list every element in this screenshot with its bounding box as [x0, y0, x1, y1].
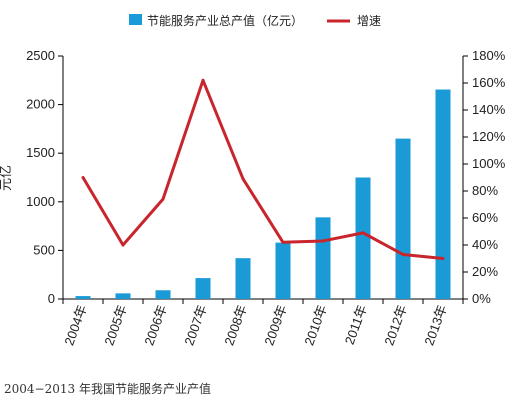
- growth-point: [241, 177, 245, 181]
- growth-line-series: [81, 78, 445, 260]
- category-label: 2004年: [61, 303, 89, 348]
- category-label: 2006年: [141, 303, 169, 348]
- growth-point: [361, 231, 365, 235]
- left-axis-ticks: 0 500 1000 1500 2000 2500: [26, 48, 63, 306]
- bar: [435, 89, 451, 299]
- legend-bar-swatch: [129, 14, 142, 25]
- figure-caption: 2004−2013 年我国节能服务产业产值: [4, 381, 211, 396]
- growth-point: [401, 252, 405, 256]
- bar-series: [75, 89, 451, 299]
- legend-line-label: 增速: [357, 14, 381, 28]
- category-label: 2008年: [221, 303, 249, 348]
- growth-point: [121, 243, 125, 247]
- growth-line: [81, 78, 444, 260]
- right-tick-label: 20%: [472, 264, 498, 279]
- category-label: 2011年: [342, 303, 370, 347]
- category-axis-labels: 2004年 2005年 2006年 2007年 2008年 2009年 2010年 2011年…: [61, 299, 464, 348]
- bar: [355, 177, 371, 299]
- left-tick-label: 500: [33, 242, 55, 257]
- left-tick-label: 2500: [26, 48, 55, 63]
- category-label: 2012年: [381, 303, 409, 348]
- category-label: 2005年: [101, 303, 129, 348]
- right-tick-label: 80%: [472, 183, 498, 198]
- bar: [75, 296, 91, 299]
- category-label: 2007年: [181, 303, 209, 348]
- left-tick-label: 2000: [26, 97, 55, 112]
- right-tick-label: 140%: [472, 102, 506, 117]
- bar: [395, 138, 411, 299]
- left-tick-label: 0: [48, 291, 55, 306]
- growth-point: [441, 257, 445, 260]
- category-label: 2009年: [261, 303, 289, 348]
- right-axis-ticks: 0% 20% 40% 60% 80% 100% 120% 140% 160% 180%: [463, 48, 506, 306]
- right-tick-label: 160%: [472, 75, 506, 90]
- growth-point: [201, 78, 205, 82]
- right-tick-label: 120%: [472, 129, 506, 144]
- category-label: 2013年: [421, 303, 449, 348]
- legend-bar-label: 节能服务产业总产值（亿元）: [147, 13, 303, 28]
- bar: [235, 258, 251, 299]
- bar: [275, 242, 291, 299]
- right-tick-label: 100%: [472, 156, 506, 171]
- bar: [115, 293, 131, 299]
- right-tick-label: 180%: [472, 48, 506, 63]
- bar: [155, 290, 171, 299]
- category-label: 2010年: [301, 303, 329, 348]
- y-axis-label: 元亿: [0, 165, 14, 191]
- legend: 节能服务产业总产值（亿元） 增速: [129, 13, 381, 28]
- right-tick-label: 40%: [472, 237, 498, 252]
- right-tick-label: 0%: [472, 291, 491, 306]
- left-tick-label: 1500: [26, 145, 55, 160]
- growth-point: [321, 239, 325, 243]
- growth-point: [81, 176, 85, 179]
- bar: [315, 217, 331, 299]
- left-tick-label: 1000: [26, 194, 55, 209]
- right-tick-label: 60%: [472, 210, 498, 225]
- growth-point: [161, 197, 165, 201]
- growth-point: [281, 240, 285, 244]
- bar: [195, 278, 211, 299]
